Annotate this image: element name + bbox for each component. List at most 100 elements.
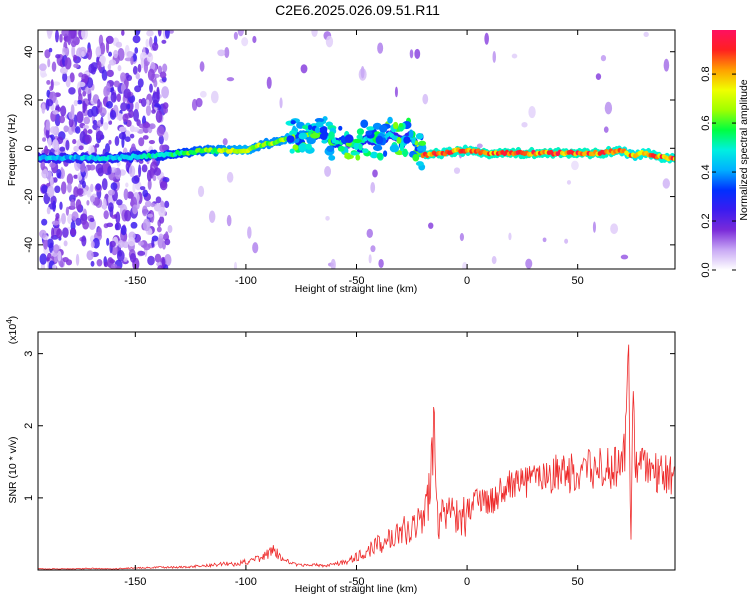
noise-blob <box>44 145 49 156</box>
ridge-scatter <box>398 122 403 128</box>
noise-blob <box>164 238 171 246</box>
snr-y-axis-label: SNR (10 * v/v) <box>7 436 19 503</box>
noise-blob <box>41 103 46 114</box>
noise-blob <box>124 136 131 142</box>
noise-blob <box>115 266 122 269</box>
noise-blob <box>61 30 70 37</box>
noise-blob <box>138 164 142 178</box>
ridge-scatter <box>396 136 402 144</box>
noise-blob <box>83 116 91 125</box>
noise-blob <box>324 166 332 177</box>
noise-blob <box>56 168 62 179</box>
spectrogram-x-axis-label: Height of straight line (km) <box>295 283 418 295</box>
ridge-scatter <box>328 131 335 140</box>
x-tick-label: 50 <box>572 275 584 287</box>
x-tick-label: -150 <box>124 275 146 287</box>
ridge-scatter <box>319 132 328 140</box>
noise-blob <box>663 58 670 72</box>
ridge-scatter <box>338 125 343 131</box>
noise-blob <box>428 222 434 229</box>
noise-blob <box>123 88 131 99</box>
noise-blob <box>226 171 234 183</box>
noise-blob <box>126 103 131 110</box>
noise-blob <box>39 253 47 265</box>
noise-blob <box>110 91 117 103</box>
ridge-scatter <box>353 143 360 151</box>
noise-blob <box>129 133 135 139</box>
ridge-scatter <box>403 136 411 144</box>
noise-blob <box>69 72 75 83</box>
noise-blob <box>109 259 116 264</box>
noise-blob <box>73 186 79 198</box>
noise-blob <box>52 81 61 86</box>
noise-blob <box>128 165 136 178</box>
noise-blob <box>164 254 172 267</box>
ridge-scatter <box>298 143 308 152</box>
ridge-scatter <box>290 120 296 125</box>
noise-blob <box>96 259 103 267</box>
noise-blob <box>147 213 154 218</box>
colorbar: 0.0 0.2 0.4 0.6 0.8 Normalized spectral ampl… <box>700 30 750 278</box>
ridge-scatter <box>360 119 369 129</box>
noise-blob <box>132 182 136 193</box>
ridge-scatter <box>408 129 414 139</box>
noise-blob <box>508 232 512 241</box>
noise-blob <box>217 49 226 57</box>
noise-blob <box>101 69 108 81</box>
noise-blob <box>90 240 95 249</box>
noise-blob <box>78 81 86 88</box>
noise-blob <box>90 260 95 267</box>
ridge-scatter <box>376 152 383 160</box>
ridge-scatter <box>352 138 362 144</box>
snr-plot-area <box>38 344 675 570</box>
noise-blob <box>71 44 76 58</box>
noise-blob <box>100 116 104 125</box>
noise-blob <box>105 82 111 96</box>
x-tick-label: -50 <box>349 576 365 588</box>
ridge-scatter <box>399 142 405 152</box>
noise-blob <box>132 126 140 133</box>
ridge-scatter <box>356 134 363 140</box>
noise-blob <box>86 200 90 206</box>
noise-blob <box>154 253 162 263</box>
noise-blob <box>147 68 155 81</box>
x-tick-label: 0 <box>464 576 470 588</box>
ridge-scatter <box>326 145 335 152</box>
noise-blob <box>124 209 132 222</box>
noise-blob <box>145 104 152 116</box>
noise-blob <box>142 122 151 129</box>
noise-blob <box>129 252 137 263</box>
noise-blob <box>107 165 112 175</box>
noise-blob <box>414 48 421 59</box>
noise-blob <box>45 119 51 131</box>
noise-blob <box>459 233 465 242</box>
noise-blob <box>121 30 125 36</box>
noise-blob <box>60 212 66 225</box>
y-tick-label: 40 <box>23 46 35 58</box>
x-tick-label: 50 <box>572 576 584 588</box>
noise-blob <box>233 31 238 40</box>
noise-blob <box>127 237 136 247</box>
colorbar-tick-label: 0.4 <box>700 164 712 179</box>
snr-y-multiplier: (x104) <box>5 316 19 344</box>
noise-blob <box>564 238 569 244</box>
noise-blob <box>86 250 94 261</box>
noise-blob <box>138 137 145 147</box>
noise-blob <box>118 126 127 133</box>
noise-blob <box>125 182 129 188</box>
noise-blob <box>360 66 365 79</box>
noise-blob <box>53 177 58 183</box>
ridge-scatter <box>344 152 349 158</box>
noise-blob <box>151 109 156 114</box>
noise-blob <box>525 258 533 269</box>
noise-blob <box>49 126 57 134</box>
noise-blob <box>148 123 156 130</box>
noise-blob <box>84 167 88 173</box>
snr-panel: -150 -100 -50 0 50 1 2 3 Height of straight li… <box>5 316 676 595</box>
noise-blob <box>76 100 83 105</box>
colorbar-ticks: 0.0 0.2 0.4 0.6 0.8 <box>700 66 736 278</box>
noise-blob <box>57 250 62 262</box>
ridge-scatter <box>415 132 424 140</box>
colorbar-tick-label: 0.8 <box>700 66 712 81</box>
